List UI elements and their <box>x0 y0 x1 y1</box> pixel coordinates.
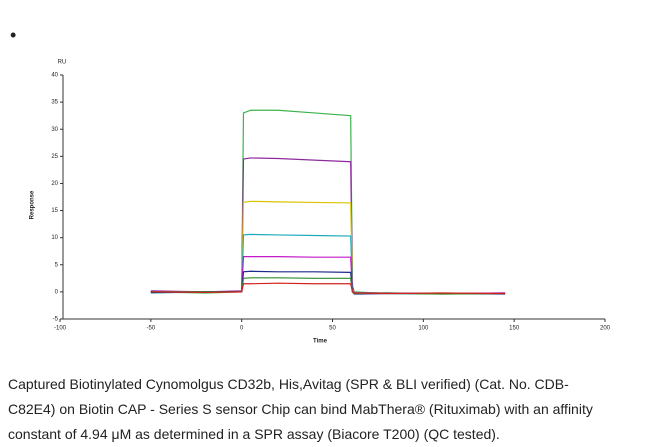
bullet: • <box>10 25 16 45</box>
caption-line: C82E4) on Biotin CAP - Series S sensor C… <box>8 401 593 417</box>
x-tick-label: -50 <box>146 326 155 332</box>
sensorgram-line <box>150 282 506 295</box>
caption: Captured Biotinylated Cynomolgus CD32b, … <box>8 372 648 447</box>
y-tick-label: 0 <box>55 289 59 295</box>
y-tick-label: 25 <box>51 154 58 160</box>
chart: • RU Response Time -50510152025303540-10… <box>10 25 611 345</box>
caption-line: Captured Biotinylated Cynomolgus CD32b, … <box>8 376 569 392</box>
caption-line: constant of 4.94 μM as determined in a S… <box>8 426 500 442</box>
sensorgram-line <box>150 270 506 295</box>
y-tick-label: 20 <box>51 181 58 187</box>
y-tick-label: -5 <box>53 317 59 323</box>
x-tick-label: 50 <box>329 326 336 332</box>
y-tick-label: 15 <box>51 208 58 214</box>
x-tick-label: 150 <box>509 326 520 332</box>
sensorgram-line <box>150 256 506 295</box>
sensorgram-line <box>150 277 506 295</box>
sensorgram-line <box>150 233 506 295</box>
y-tick-label: 10 <box>51 235 58 241</box>
x-tick-label: 0 <box>240 326 244 332</box>
sensorgram-line <box>150 200 506 295</box>
sensorgram-line <box>150 157 506 295</box>
x-tick-label: -100 <box>54 326 67 332</box>
y-tick-label: 35 <box>51 100 58 106</box>
y-axis-label: Response <box>30 190 36 219</box>
x-axis-label: Time <box>313 339 328 345</box>
y-tick-label: 40 <box>51 73 58 79</box>
y-tick-label: 5 <box>55 262 59 268</box>
x-tick-label: 100 <box>418 326 429 332</box>
x-tick-label: 200 <box>600 326 611 332</box>
y-tick-label: 30 <box>51 127 58 133</box>
unit-label: RU <box>58 60 67 66</box>
